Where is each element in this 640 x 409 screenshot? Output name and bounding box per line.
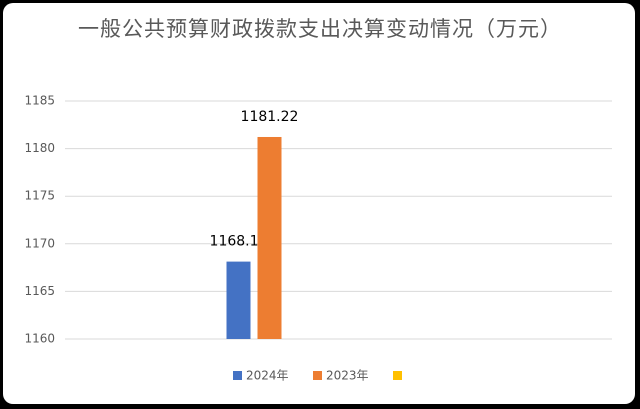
bar	[226, 261, 251, 339]
y-tick-label: 1185	[24, 94, 55, 108]
chart-title: 一般公共预算财政拨款支出决算变动情况（万元）	[78, 17, 562, 41]
value-label: 1168.13	[210, 234, 268, 250]
legend-swatch	[393, 371, 402, 380]
bar	[257, 136, 282, 339]
y-tick-label: 1165	[24, 284, 55, 298]
y-tick-label: 1160	[24, 332, 55, 346]
legend-label: 2024年	[246, 369, 289, 383]
y-tick-label: 1170	[24, 236, 55, 250]
y-tick-label: 1175	[24, 189, 55, 203]
y-tick-label: 1180	[24, 141, 55, 155]
chart-panel	[3, 3, 635, 404]
legend-swatch	[313, 371, 322, 380]
legend-swatch	[233, 371, 242, 380]
legend-label: 2023年	[326, 369, 369, 383]
value-label: 1181.22	[241, 109, 299, 125]
